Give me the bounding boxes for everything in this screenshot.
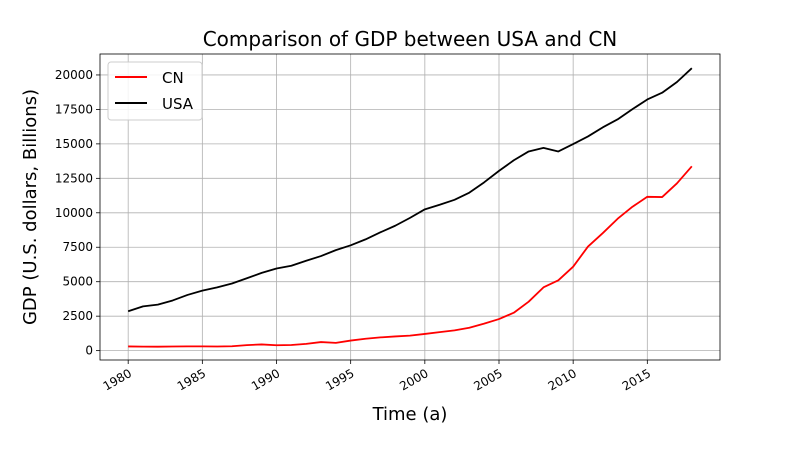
y-tick-label: 2500 [62,309,93,323]
plot-area-frame [99,53,721,361]
legend-label-cn: CN [162,69,184,87]
y-tick-label: 12500 [55,171,93,185]
y-tick-label: 15000 [55,137,93,151]
chart-title: Comparison of GDP between USA and CN [203,27,618,51]
series-line-usa [127,67,693,313]
y-tick-label: 10000 [55,206,93,220]
x-axis-title: Time (a) [372,404,448,425]
series-line-cn [128,165,693,348]
y-tick-label: 20000 [55,68,93,82]
y-axis-title: GDP (U.S. dollars, Billions) [20,89,41,325]
series-lines [127,67,693,348]
y-tick-label: 7500 [62,240,93,254]
grid [100,54,720,360]
legend: CN USA [107,61,203,121]
y-tick-label: 5000 [62,275,93,289]
y-tick-label: 0 [85,344,93,358]
legend-label-usa: USA [162,95,194,113]
y-tick-label: 17500 [55,102,93,116]
